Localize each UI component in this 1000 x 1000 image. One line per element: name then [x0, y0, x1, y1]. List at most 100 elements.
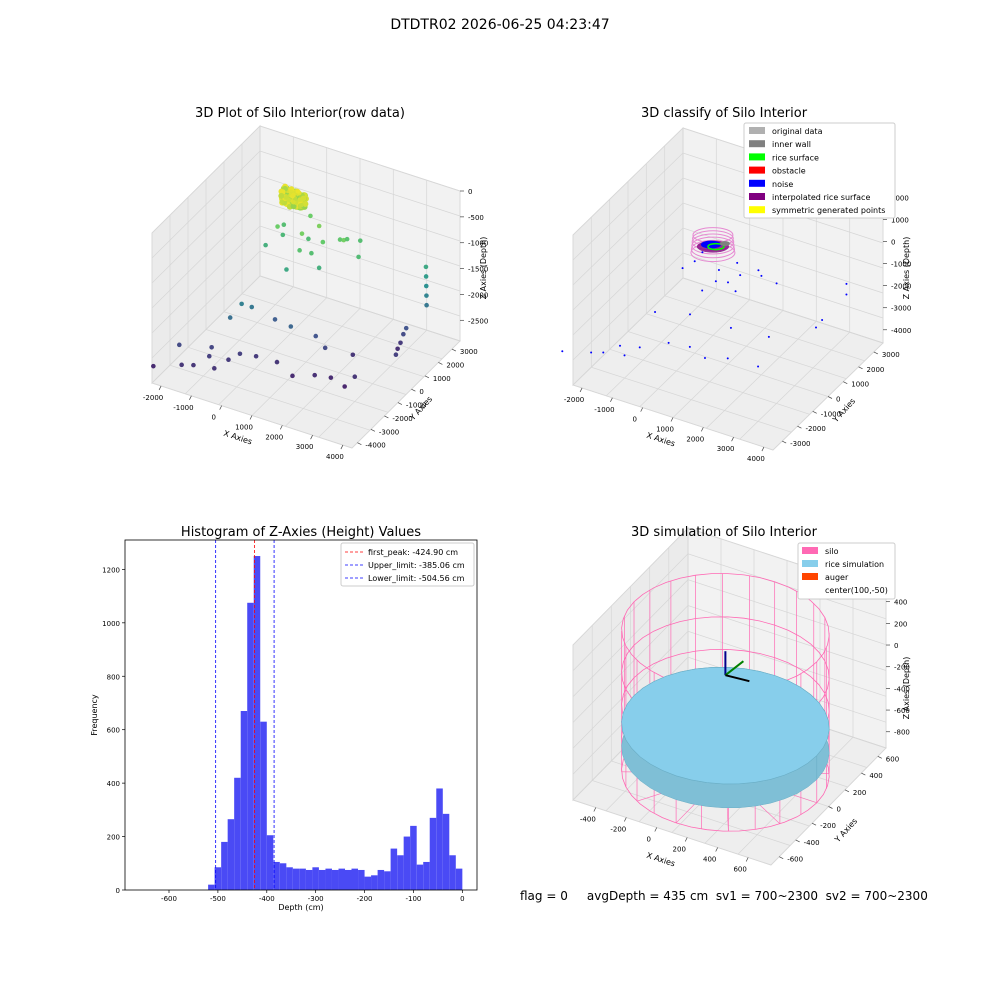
- histogram-bar: [442, 813, 450, 890]
- simulation-x-tick-label: 600: [733, 866, 746, 874]
- raw-data-point: [344, 236, 350, 242]
- histogram-legend-label: first_peak: -424.90 cm: [368, 548, 458, 557]
- raw-data-point: [403, 325, 409, 331]
- classify-x-tick-label: 1000: [656, 426, 674, 434]
- classify-y-tick-label: -1000: [821, 410, 841, 418]
- raw-data-point: [398, 340, 403, 346]
- histogram-y-tick-label: 200: [107, 834, 120, 842]
- raw-data-point: [212, 366, 217, 371]
- x-tick: [654, 827, 658, 832]
- raw-z-tick-label: -2500: [468, 317, 488, 325]
- y-tick: [812, 411, 817, 414]
- classify-legend-label: rice surface: [772, 153, 819, 162]
- raw-z-tick-label: -1500: [468, 266, 488, 274]
- classify-noise-point: [727, 281, 729, 284]
- histogram-x-tick-label: -600: [161, 895, 177, 903]
- histogram-title: Histogram of Z-Axies (Height) Values: [181, 525, 421, 540]
- classify-interpolated-ring: [691, 236, 735, 255]
- classify-y-tick-label: 0: [836, 396, 840, 404]
- classify-legend-swatch: [749, 153, 765, 161]
- y-tick: [873, 351, 878, 355]
- classify-legend-label: interpolated rice surface: [772, 193, 870, 202]
- histogram-x-tick-label: -500: [210, 895, 226, 903]
- classify-x-tick-label: 4000: [747, 455, 765, 463]
- grid-line: [664, 145, 865, 362]
- raw-data-point: [401, 331, 406, 337]
- histogram-bar: [247, 602, 254, 890]
- classify-noise-point: [767, 335, 770, 338]
- raw-data-point: [423, 264, 429, 270]
- raw-data-point: [328, 375, 334, 380]
- simulation-y-tick-label: 400: [869, 772, 882, 780]
- raw-data-point: [177, 342, 182, 348]
- raw-data-point: [206, 353, 212, 359]
- raw-data-point: [179, 362, 184, 368]
- y-tick: [357, 442, 362, 445]
- x-tick: [761, 446, 765, 452]
- histogram-x-tick-label: -400: [259, 895, 275, 903]
- raw-data-point: [308, 213, 313, 219]
- histogram-bar: [358, 869, 365, 890]
- raw-data-point: [263, 242, 268, 248]
- histogram-y-tick-label: 400: [107, 780, 120, 788]
- classify-noise-point: [701, 289, 704, 292]
- raw-surface-point: [278, 192, 285, 199]
- simulation-legend-label: rice simulation: [825, 560, 884, 569]
- classify-noise-point: [667, 341, 670, 344]
- raw-data-point: [290, 373, 295, 379]
- simulation-z-tick-label: 400: [894, 599, 907, 607]
- classify-x-tick-label: 2000: [686, 435, 704, 443]
- y-tick: [828, 806, 833, 809]
- raw-data-point: [237, 351, 243, 357]
- histogram-bar: [312, 867, 319, 890]
- histogram-bar: [227, 819, 235, 890]
- classify-noise-point: [729, 326, 732, 329]
- raw-x-tick-label: 0: [211, 414, 215, 422]
- classify-z-tick-label: -2000: [891, 283, 911, 291]
- histogram-bar: [299, 868, 306, 890]
- auger-axis-y: [724, 660, 745, 676]
- histogram-axes: -600 -500 -400 -300 -200 -100 0 0 200 400 600 800 10…: [102, 539, 478, 903]
- classify-noise-point: [845, 293, 848, 296]
- classify-y-tick-label: -3000: [790, 440, 810, 448]
- raw-x-tick-label: 2000: [265, 433, 283, 441]
- raw-data-point: [300, 197, 305, 202]
- grid-line: [259, 126, 461, 342]
- histogram-bar: [416, 864, 424, 890]
- classify-noise-point: [561, 350, 564, 353]
- simulation-x-tick-label: -400: [580, 816, 596, 824]
- histogram-bar: [364, 876, 372, 890]
- y-tick: [811, 822, 817, 826]
- raw-x-tick-label: 1000: [235, 424, 253, 432]
- raw-data-point: [306, 236, 311, 242]
- histogram-x-tick-label: -300: [308, 895, 324, 903]
- histogram-y-tick-label: 1200: [102, 566, 120, 574]
- figure-suptitle: DTDTR02 2026-06-25 04:23:47: [390, 17, 610, 33]
- classify-legend-label: obstacle: [772, 167, 806, 176]
- classify-noise-point: [689, 313, 692, 316]
- raw-x-tick-label: -2000: [143, 394, 163, 402]
- raw-z-tick-label: 0: [468, 188, 472, 196]
- raw-data-point: [423, 274, 429, 279]
- classify-y-tick-label: 3000: [882, 351, 900, 359]
- raw-surface-point: [302, 200, 309, 207]
- histogram-bar: [410, 825, 417, 890]
- simulation-y-tick-label: 200: [853, 789, 866, 797]
- simulation-y-tick-label: 600: [886, 755, 899, 763]
- histogram-bar: [260, 721, 267, 890]
- classify-legend-label: symmetric generated points: [772, 206, 885, 215]
- simulation-z-tick-label: -600: [894, 707, 910, 715]
- classify-z-tick-label: 1000: [891, 216, 909, 224]
- classify-y-tick-label: 2000: [867, 366, 885, 374]
- histogram-bar: [253, 556, 261, 890]
- x-tick: [731, 437, 734, 442]
- raw-data-point: [272, 317, 278, 322]
- classify-noise-point: [845, 282, 848, 285]
- classify-x-tick-label: -1000: [594, 406, 614, 414]
- y-tick: [861, 772, 866, 776]
- raw-y-tick-label: 2000: [446, 361, 464, 369]
- classify-legend-swatch: [749, 179, 765, 187]
- y-tick: [384, 415, 389, 419]
- classify-y-tick-label: 1000: [851, 381, 869, 389]
